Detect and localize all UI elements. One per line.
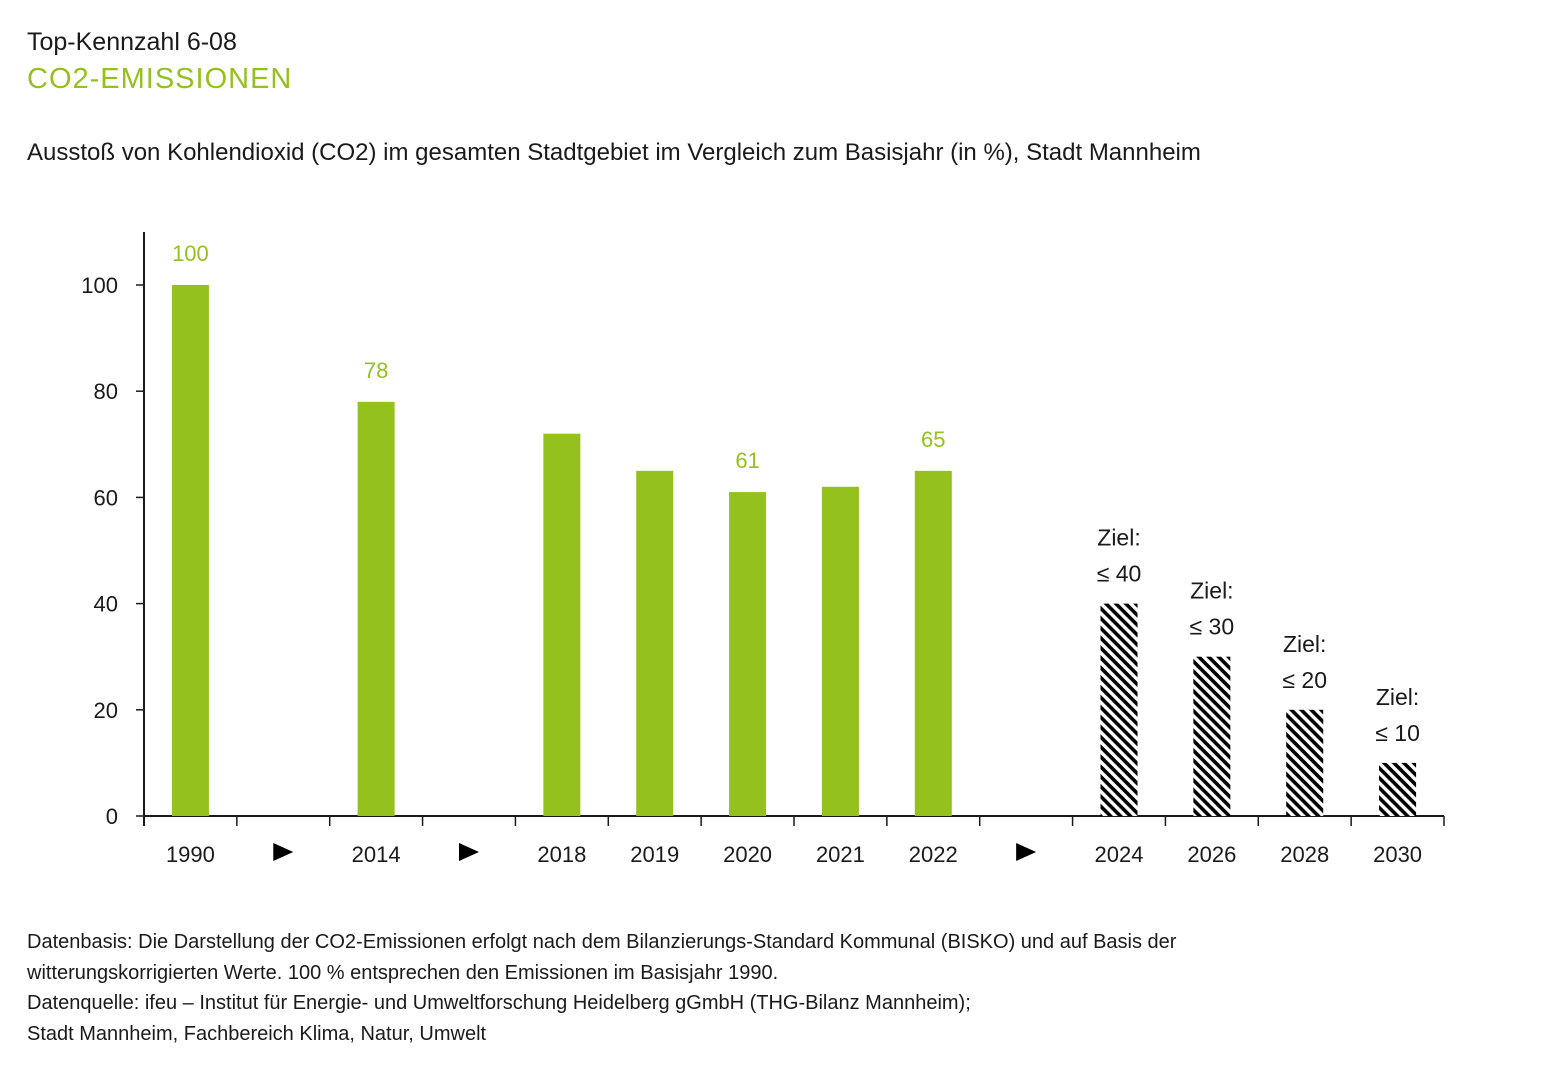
actual-bar (636, 470, 674, 816)
data-label: 78 (364, 358, 388, 383)
x-tick-label: 2026 (1187, 842, 1236, 867)
target-label-value: ≤ 10 (1375, 720, 1420, 746)
footnote-line-data-basis-cont: witterungskorrigierten Werte. 100 % ents… (27, 961, 779, 984)
footnote-line-data-basis: Datenbasis: Die Darstellung der CO2-Emis… (27, 931, 1177, 953)
target-label-title: Ziel: (1376, 684, 1419, 710)
actual-bar (914, 470, 952, 816)
x-tick-label: 2014 (352, 842, 401, 867)
y-tick-label: 40 (94, 592, 118, 617)
labels: 100 78 61 65 Ziel: ≤ 40 Ziel: ≤ 30 Ziel: ≤ 20 Ziel… (172, 241, 1420, 746)
x-tick-label: 2018 (537, 842, 586, 867)
x-tick-label: 2020 (723, 842, 772, 867)
target-label-value: ≤ 40 (1097, 561, 1142, 587)
data-label: 65 (921, 427, 945, 452)
gap-arrow-icon (1016, 843, 1037, 861)
bars (171, 285, 1417, 816)
y-tick-label: 80 (94, 379, 118, 404)
target-bar (1100, 603, 1138, 816)
actual-bar (821, 486, 859, 816)
actual-bar (171, 285, 209, 816)
footnote: Datenbasis: Die Darstellung der CO2-Emis… (27, 927, 1176, 1049)
target-label-title: Ziel: (1283, 631, 1326, 657)
y-tick-label: 0 (106, 804, 118, 829)
actual-bar (543, 433, 581, 816)
chart-kicker: Top-Kennzahl 6-08 (27, 28, 237, 56)
data-label: 61 (735, 448, 759, 473)
target-bar (1286, 709, 1324, 816)
target-bar (1193, 656, 1231, 816)
target-bar (1379, 762, 1417, 816)
actual-bar (357, 401, 395, 816)
gap-arrow-icon (459, 843, 479, 861)
x-tick-label: 2021 (816, 842, 865, 867)
footnote-line-data-source: Datenquelle: ifeu – Institut für Energie… (27, 992, 971, 1014)
target-label-value: ≤ 30 (1190, 614, 1235, 640)
gap-arrow-icon (273, 843, 294, 861)
y-tick-label: 100 (81, 273, 118, 298)
y-tick-label: 60 (94, 485, 118, 510)
x-tick-label: 2028 (1280, 842, 1329, 867)
bar-chart: 0 20 40 60 80 100 1990 2014 2018 2019 2020 2021 2022… (81, 232, 1445, 867)
footnote-line-data-source-cont: Stadt Mannheim, Fachbereich Klima, Natur… (27, 1022, 487, 1045)
target-label-value: ≤ 20 (1282, 667, 1327, 693)
x-tick-label: 2030 (1373, 842, 1422, 867)
data-label: 100 (172, 241, 209, 266)
y-tick-label: 20 (94, 698, 118, 723)
target-label-title: Ziel: (1190, 578, 1233, 604)
x-tick-label: 2022 (909, 842, 958, 867)
actual-bar (729, 492, 767, 816)
x-tick-label: 2024 (1095, 842, 1144, 867)
target-label-title: Ziel: (1097, 525, 1140, 551)
chart-headline: CO2-EMISSIONEN (27, 63, 293, 95)
chart-title: Ausstoß von Kohlendioxid (CO2) im gesamt… (27, 139, 1201, 166)
x-tick-label: 1990 (166, 842, 215, 867)
x-tick-label: 2019 (630, 842, 679, 867)
